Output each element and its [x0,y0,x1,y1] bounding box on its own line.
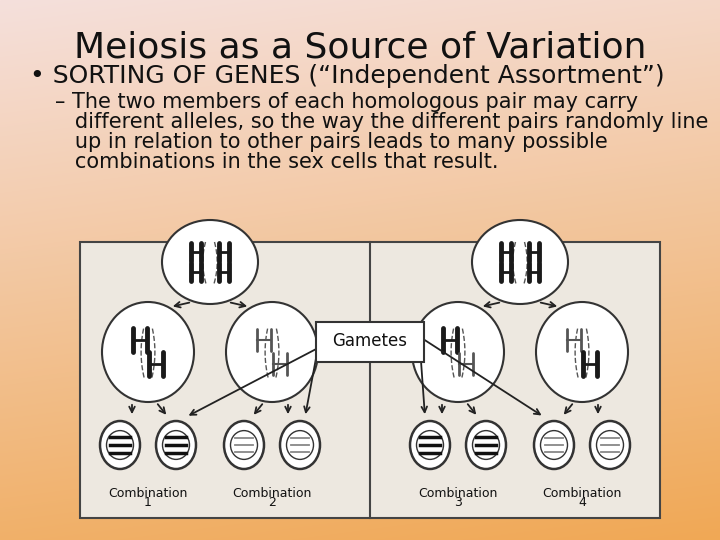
Ellipse shape [472,430,500,460]
Ellipse shape [224,421,264,469]
Ellipse shape [162,220,258,304]
Ellipse shape [163,430,189,460]
Ellipse shape [472,220,568,304]
Text: Combination: Combination [233,487,312,500]
Ellipse shape [102,302,194,402]
Text: combinations in the sex cells that result.: combinations in the sex cells that resul… [55,152,498,172]
Ellipse shape [412,302,504,402]
Text: 1: 1 [144,496,152,509]
Ellipse shape [541,430,567,460]
Bar [80,242,660,518]
Text: different alleles, so the way the different pairs randomly line: different alleles, so the way the differ… [55,112,708,132]
Text: 2: 2 [268,496,276,509]
Text: Combination: Combination [542,487,621,500]
Ellipse shape [410,421,450,469]
Ellipse shape [287,430,313,460]
Ellipse shape [226,302,318,402]
Text: Combination: Combination [418,487,498,500]
Ellipse shape [107,430,133,460]
Text: – The two members of each homologous pair may carry: – The two members of each homologous pai… [55,92,638,112]
FancyBboxPatch shape [316,322,424,362]
Text: • SORTING OF GENES (“Independent Assortment”): • SORTING OF GENES (“Independent Assortm… [30,64,665,88]
Text: Meiosis as a Source of Variation: Meiosis as a Source of Variation [73,30,647,64]
Ellipse shape [596,430,624,460]
Text: 4: 4 [578,496,586,509]
Ellipse shape [534,421,574,469]
Text: up in relation to other pairs leads to many possible: up in relation to other pairs leads to m… [55,132,608,152]
Ellipse shape [230,430,258,460]
Text: 3: 3 [454,496,462,509]
Ellipse shape [416,430,444,460]
Ellipse shape [590,421,630,469]
Ellipse shape [100,421,140,469]
Text: Gametes: Gametes [333,332,408,350]
Ellipse shape [280,421,320,469]
Ellipse shape [156,421,196,469]
Text: Combination: Combination [108,487,188,500]
Ellipse shape [536,302,628,402]
Ellipse shape [466,421,506,469]
